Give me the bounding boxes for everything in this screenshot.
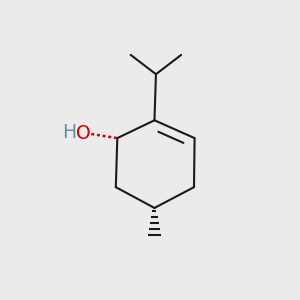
Text: O: O xyxy=(76,124,91,143)
Text: H: H xyxy=(62,123,76,142)
